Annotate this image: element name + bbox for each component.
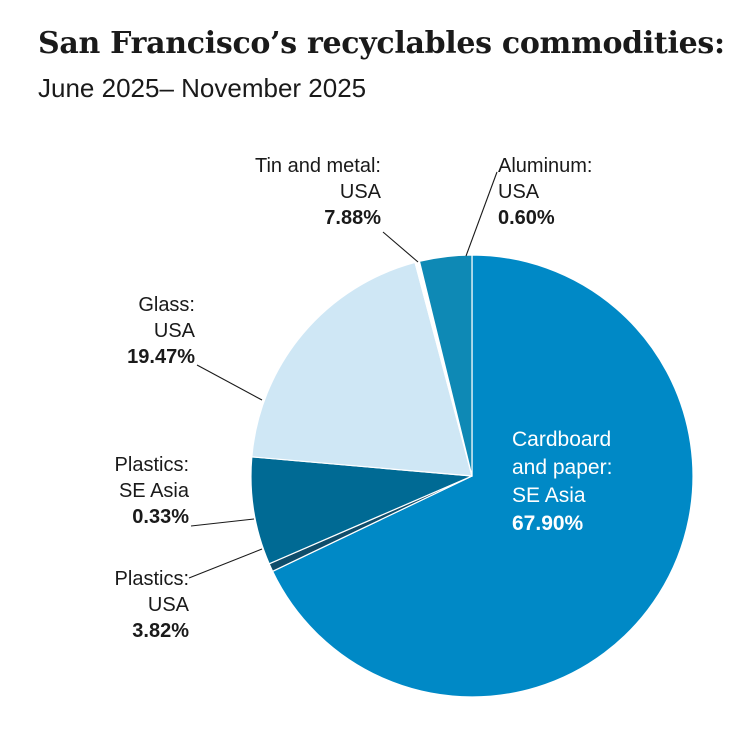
slice-label: Glass: USA 19.47%	[127, 294, 196, 368]
slice-value-label: 0.60%	[498, 207, 555, 229]
slice-name-label: USA	[340, 181, 382, 203]
pie-slice	[271, 254, 694, 698]
slice-label: Plastics: SE Asia 0.33%	[115, 454, 190, 528]
leader-line	[382, 231, 419, 263]
leader-line	[190, 518, 255, 527]
slice-labels: Cardboard and paper: SE Asia 67.90% Aluminum…	[115, 155, 613, 642]
slice-label: Cardboard and paper: SE Asia 67.90%	[512, 428, 612, 535]
leader-lines	[188, 171, 498, 579]
leader-line	[188, 548, 263, 579]
pie-slice	[250, 456, 473, 565]
slice-name-label: USA	[148, 594, 190, 616]
slice-name-label: USA	[498, 181, 540, 203]
slice-label: Aluminum: USA 0.60%	[498, 155, 592, 229]
slice-name-label: Glass:	[138, 294, 195, 316]
slice-name-label: Plastics:	[115, 568, 189, 590]
slice-name-label: SE Asia	[512, 484, 586, 507]
slice-name-label: Cardboard	[512, 428, 611, 451]
leader-line	[465, 171, 498, 257]
slice-value-label: 19.47%	[127, 346, 195, 368]
leader-line	[196, 364, 263, 401]
slice-label: Plastics: USA 3.82%	[115, 568, 190, 642]
slice-value-label: 0.33%	[132, 506, 189, 528]
chart-subtitle: June 2025– November 2025	[38, 73, 367, 103]
slice-name-label: SE Asia	[119, 480, 190, 502]
slice-value-label: 3.82%	[132, 620, 189, 642]
pie-slices	[250, 254, 694, 698]
slice-name-label: USA	[154, 320, 196, 342]
pie-slice	[418, 254, 473, 477]
slice-name-label: Aluminum:	[498, 155, 592, 177]
slice-name-label: Tin and metal:	[255, 155, 381, 177]
slice-name-label: and paper:	[512, 456, 612, 479]
chart-title: San Francisco’s recyclables commodities:	[38, 26, 725, 61]
slice-value-label: 7.88%	[324, 207, 381, 229]
pie-slice	[251, 261, 473, 477]
slice-value-label: 67.90%	[512, 512, 584, 535]
slice-name-label: Plastics:	[115, 454, 189, 476]
slice-label: Tin and metal: USA 7.88%	[255, 155, 382, 229]
